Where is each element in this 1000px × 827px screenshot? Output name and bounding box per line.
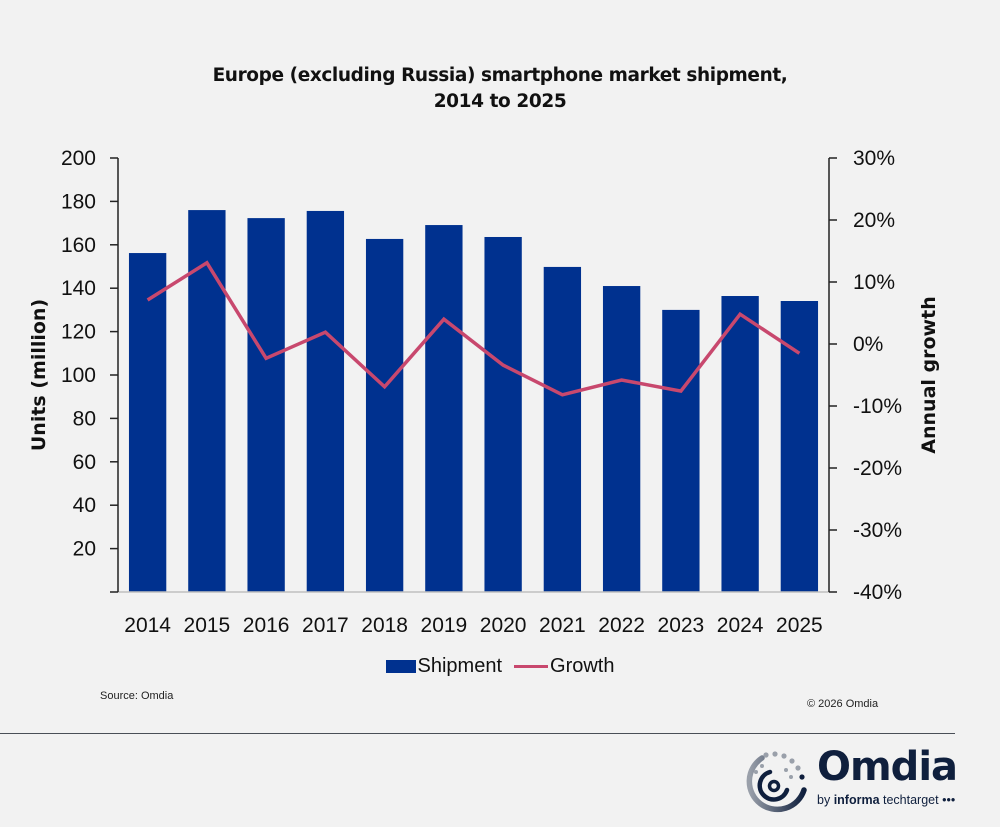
tagline-suffix: techtarget ••• [879, 793, 956, 807]
bar-2023 [662, 309, 700, 592]
omdia-logo-wordmark: Omdia [817, 744, 958, 790]
right-tick-label: 30% [853, 147, 895, 170]
line-series-growth [146, 260, 801, 397]
copyright-note: © 2026 Omdia [807, 698, 879, 710]
left-tick-label: 160 [61, 234, 96, 257]
x-axis-ticks: 2014 2015 2016 2017 2018 2019 2020 2021 2022 2023… [124, 614, 822, 637]
growth-points [147, 262, 800, 395]
footer-divider [0, 733, 955, 734]
bar-2014 [128, 253, 167, 592]
x-tick-label: 2023 [658, 614, 705, 637]
y-axis-right-title: Annual growth [918, 296, 940, 453]
right-tick-label: 0% [853, 333, 883, 356]
right-tick-label: 10% [853, 271, 895, 294]
legend-swatch-growth [514, 665, 549, 668]
x-tick-label: 2025 [776, 614, 823, 637]
legend-item-growth: Growth [514, 655, 614, 678]
x-tick-label: 2024 [717, 614, 764, 637]
right-tick-label: -10% [853, 395, 902, 418]
bar-2022 [602, 286, 641, 592]
bar-2016 [247, 218, 285, 592]
x-tick-label: 2018 [361, 614, 408, 637]
legend-label-shipment: Shipment [417, 655, 503, 677]
legend-label-growth: Growth [550, 655, 615, 677]
right-tick-label: -40% [853, 581, 902, 604]
right-axis-ticks: -40% -30% -20% -10% 0% 10% 20% 30% [829, 147, 902, 604]
legend-swatch-shipment [385, 660, 416, 673]
left-tick-label: 20 [73, 538, 96, 561]
legend: Shipment Growth [0, 655, 1000, 678]
x-tick-label: 2015 [184, 614, 231, 637]
tagline-prefix: by [817, 793, 834, 807]
x-tick-label: 2014 [124, 614, 171, 637]
x-tick-label: 2020 [480, 614, 527, 637]
right-tick-label: -20% [853, 457, 902, 480]
left-tick-label: 140 [61, 277, 96, 300]
omdia-logo-tagline: by informa techtarget ••• [817, 793, 955, 807]
bar-2019 [425, 225, 463, 593]
left-tick-label: 40 [73, 494, 96, 517]
chart-title: Europe (excluding Russia) smartphone mar… [0, 63, 1000, 115]
bar-2025 [780, 301, 819, 592]
y-axis-title: Units (million) [28, 299, 50, 451]
left-tick-label: 180 [61, 190, 96, 213]
x-tick-label: 2021 [539, 614, 586, 637]
left-tick-label: 200 [61, 147, 96, 170]
right-tick-label: -30% [853, 519, 902, 542]
bar-2021 [543, 266, 582, 592]
legend-item-shipment: Shipment [385, 655, 503, 678]
left-tick-label: 60 [73, 451, 96, 474]
bar-2017 [306, 210, 345, 592]
tagline-brand: informa [833, 793, 880, 807]
chart-title-line-2: 2014 to 2025 [433, 91, 567, 112]
source-note: Source: Omdia [100, 690, 174, 702]
x-tick-label: 2019 [421, 614, 468, 637]
left-axis-ticks: 20 40 60 80 100 120 140 160 180 200 [61, 147, 118, 593]
chart-title-line-1: Europe (excluding Russia) smartphone mar… [212, 65, 788, 86]
left-tick-label: 120 [61, 321, 96, 344]
bar-2018 [365, 238, 404, 593]
bar-2020 [484, 236, 522, 592]
left-tick-label: 100 [61, 364, 96, 387]
bar-2015 [188, 210, 226, 592]
right-tick-label: 20% [853, 209, 895, 232]
bar-series-shipment [128, 210, 819, 593]
x-tick-label: 2016 [243, 614, 290, 637]
x-tick-label: 2017 [302, 614, 349, 637]
left-tick-label: 80 [73, 407, 96, 430]
x-tick-label: 2022 [598, 614, 645, 637]
omdia-logo-mark-icon [746, 751, 807, 813]
omdia-logo: Omdia by informa techtarget ••• [742, 744, 962, 820]
bar-2024 [721, 296, 759, 592]
